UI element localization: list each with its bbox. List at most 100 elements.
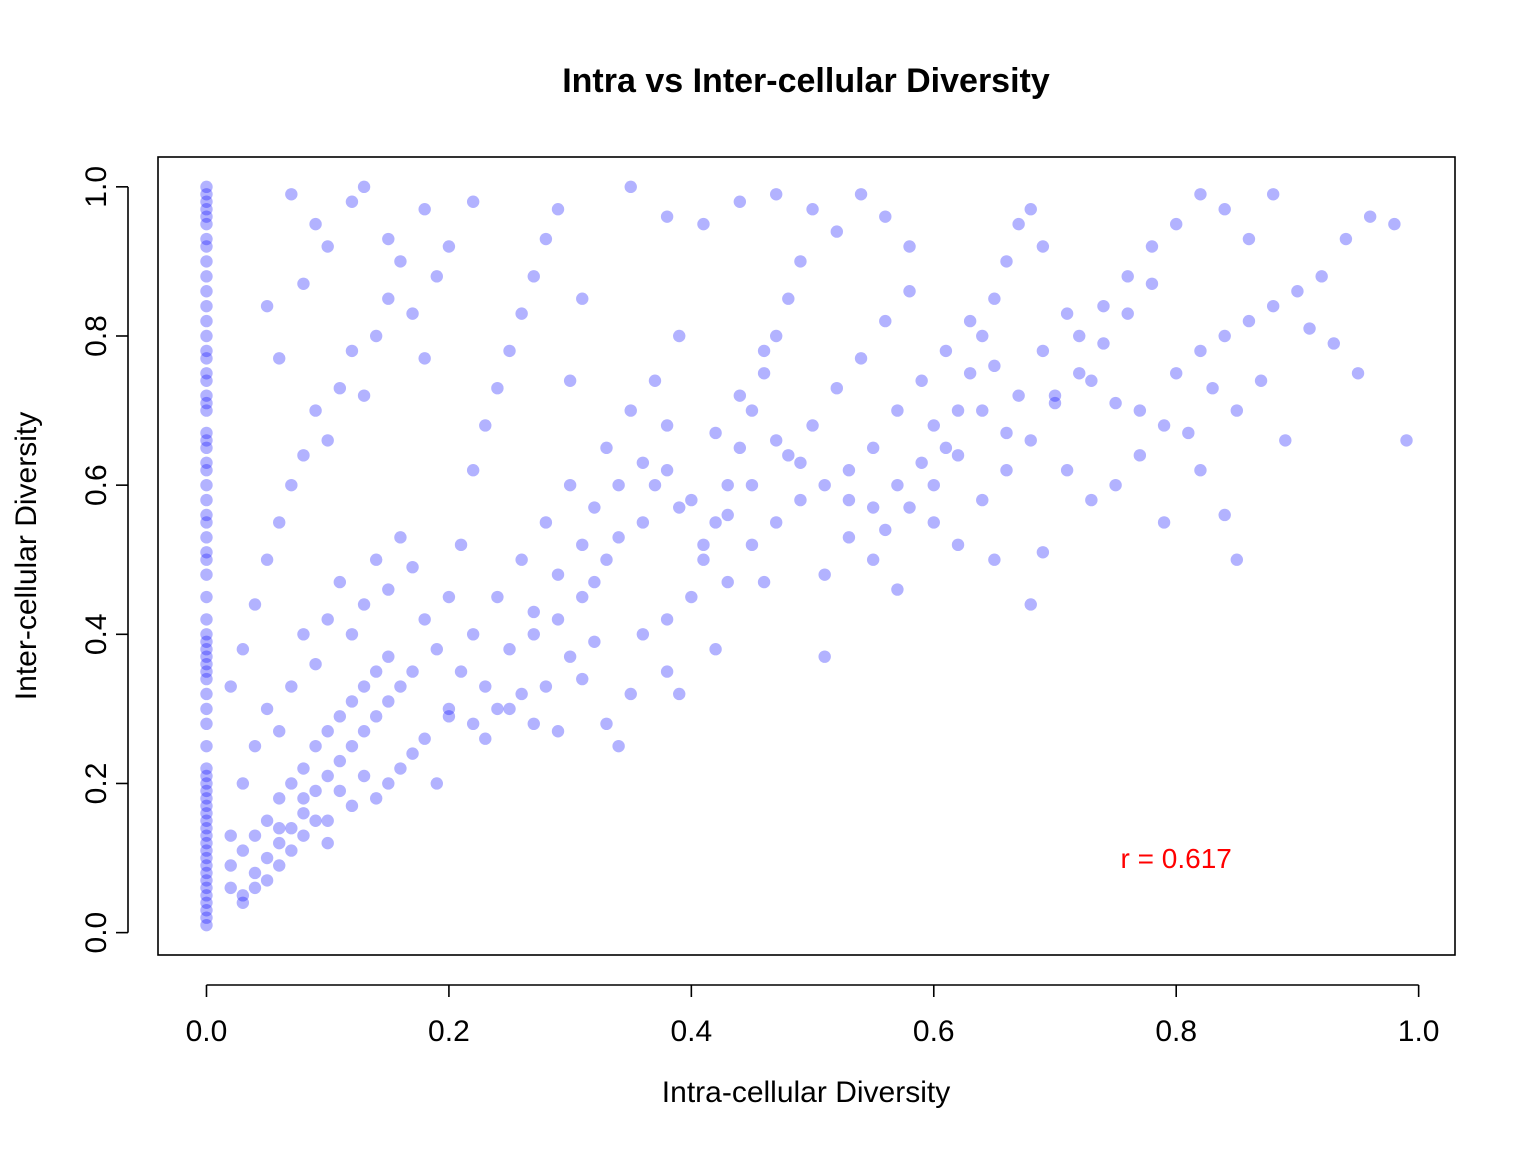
data-point bbox=[260, 299, 274, 313]
data-point bbox=[297, 628, 310, 641]
data-point bbox=[200, 643, 213, 656]
data-point bbox=[466, 717, 480, 731]
data-point bbox=[200, 546, 213, 559]
data-point bbox=[285, 478, 298, 492]
plot-frame bbox=[157, 156, 1456, 956]
data-point bbox=[891, 583, 904, 596]
data-point bbox=[200, 478, 213, 492]
data-point bbox=[200, 464, 213, 477]
data-point bbox=[988, 553, 1001, 566]
data-point bbox=[927, 516, 940, 529]
data-point bbox=[1024, 203, 1037, 216]
data-point bbox=[382, 292, 395, 305]
data-point bbox=[721, 508, 734, 522]
data-point bbox=[915, 374, 928, 387]
data-point bbox=[200, 911, 213, 924]
data-point bbox=[697, 538, 710, 552]
x-axis: 0.0 0.2 0.4 0.6 0.8 1.0 bbox=[186, 984, 1439, 1048]
data-point bbox=[200, 672, 213, 686]
data-point bbox=[1012, 217, 1025, 231]
data-point bbox=[273, 725, 286, 738]
data-point bbox=[200, 217, 213, 231]
data-point bbox=[273, 792, 286, 805]
data-point bbox=[1194, 188, 1207, 201]
data-point bbox=[321, 613, 334, 626]
data-point bbox=[309, 404, 322, 417]
data-point bbox=[248, 739, 262, 753]
data-point bbox=[200, 807, 213, 820]
data-point bbox=[1157, 516, 1171, 529]
data-point bbox=[648, 374, 662, 387]
data-point bbox=[200, 210, 213, 223]
data-point bbox=[806, 203, 819, 216]
data-point bbox=[1388, 217, 1401, 231]
data-point bbox=[1036, 546, 1050, 559]
y-tick-label: 0.0 bbox=[80, 912, 113, 954]
data-point bbox=[260, 874, 274, 887]
data-point bbox=[733, 389, 747, 402]
data-point bbox=[200, 434, 213, 447]
data-point bbox=[394, 762, 407, 775]
data-point bbox=[1363, 210, 1377, 223]
data-point bbox=[588, 575, 601, 589]
data-point bbox=[576, 538, 589, 552]
data-point bbox=[1000, 255, 1013, 268]
data-point bbox=[345, 799, 359, 813]
data-point bbox=[854, 188, 868, 201]
data-point bbox=[1024, 598, 1037, 611]
data-point bbox=[394, 255, 407, 268]
data-point bbox=[454, 665, 468, 678]
data-point bbox=[600, 441, 613, 455]
data-point bbox=[321, 240, 334, 253]
data-point bbox=[200, 389, 213, 402]
data-point bbox=[1170, 217, 1183, 231]
data-point bbox=[479, 419, 492, 432]
data-point bbox=[866, 501, 880, 514]
data-point bbox=[224, 829, 237, 842]
data-point bbox=[260, 851, 274, 865]
data-point bbox=[1048, 396, 1062, 410]
data-point bbox=[297, 829, 310, 842]
y-tick-label: 0.2 bbox=[80, 763, 113, 805]
data-point bbox=[200, 426, 213, 440]
data-point bbox=[745, 538, 759, 552]
data-point bbox=[527, 628, 540, 641]
y-tick-label: 0.4 bbox=[80, 613, 113, 655]
data-point bbox=[1012, 389, 1025, 402]
data-point bbox=[248, 829, 262, 842]
data-point bbox=[806, 419, 819, 432]
data-point bbox=[200, 859, 213, 872]
data-point bbox=[418, 352, 431, 365]
data-point bbox=[1060, 464, 1074, 477]
data-point bbox=[200, 590, 213, 604]
data-point bbox=[866, 553, 880, 566]
data-point bbox=[527, 717, 540, 731]
data-point bbox=[854, 352, 868, 365]
data-point bbox=[224, 680, 237, 693]
data-point bbox=[418, 732, 431, 745]
x-tick-label: 0.8 bbox=[1155, 1015, 1197, 1048]
data-point bbox=[1351, 367, 1365, 380]
data-point bbox=[236, 889, 250, 902]
data-point bbox=[709, 516, 722, 529]
data-point bbox=[1073, 367, 1086, 380]
data-point bbox=[1097, 299, 1110, 313]
data-point bbox=[588, 501, 601, 514]
data-point bbox=[503, 344, 516, 358]
data-point bbox=[1145, 240, 1159, 253]
data-point bbox=[1218, 508, 1231, 522]
data-point bbox=[976, 329, 989, 343]
data-point bbox=[200, 628, 213, 641]
data-point bbox=[200, 314, 213, 328]
data-point bbox=[1327, 337, 1340, 350]
data-point bbox=[988, 292, 1001, 305]
data-point bbox=[866, 441, 880, 455]
data-point bbox=[333, 381, 347, 395]
data-point bbox=[818, 650, 831, 663]
data-point bbox=[709, 643, 722, 656]
data-point bbox=[1291, 285, 1304, 298]
data-point bbox=[479, 680, 492, 693]
data-point bbox=[200, 814, 213, 827]
chart-title: Intra vs Inter-cellular Diversity bbox=[562, 62, 1050, 100]
